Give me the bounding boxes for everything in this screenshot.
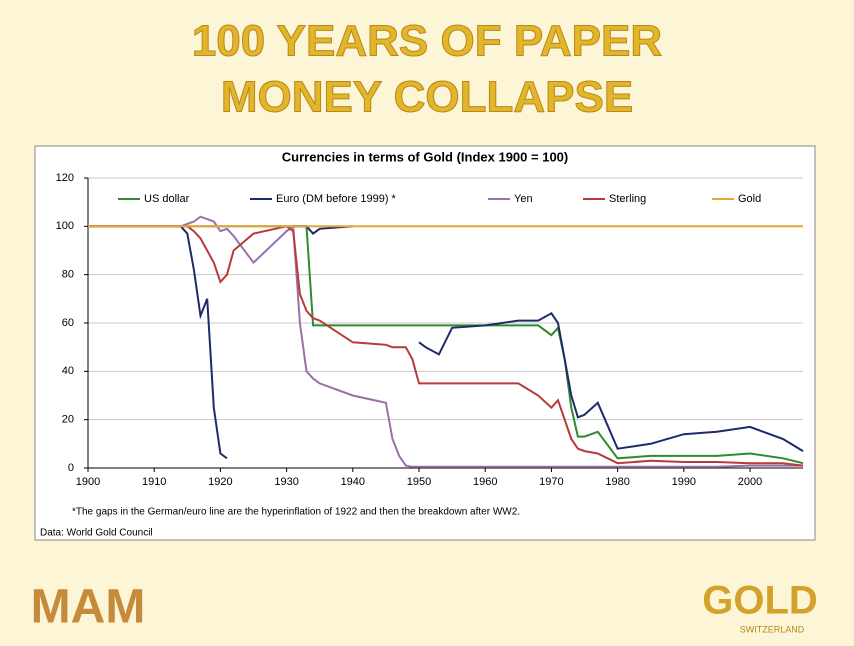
legend-label: Sterling: [609, 193, 646, 205]
y-tick-label: 120: [56, 172, 74, 184]
logo-right-sub: SWITZERLAND: [740, 624, 805, 634]
x-tick-label: 1940: [341, 476, 365, 488]
y-tick-label: 0: [68, 462, 74, 474]
logo-left: MAM: [31, 581, 146, 634]
slide-title: 100 YEARS OF PAPER: [192, 17, 662, 66]
legend-label: Euro (DM before 1999) *: [276, 193, 397, 205]
series-line: [88, 225, 804, 467]
slide-title: MONEY COLLAPSE: [221, 73, 633, 122]
y-tick-label: 40: [62, 365, 74, 377]
legend-label: Gold: [738, 193, 761, 205]
x-tick-label: 1980: [605, 476, 629, 488]
logo-right: GOLD: [702, 579, 818, 623]
y-tick-label: 100: [56, 220, 74, 232]
x-tick-label: 2000: [738, 476, 762, 488]
legend-label: US dollar: [144, 193, 190, 205]
x-tick-label: 1970: [539, 476, 563, 488]
x-tick-label: 1930: [274, 476, 298, 488]
x-tick-label: 1910: [142, 476, 166, 488]
x-tick-label: 1920: [208, 476, 232, 488]
x-tick-label: 1900: [76, 476, 100, 488]
x-tick-label: 1950: [407, 476, 431, 488]
y-tick-label: 60: [62, 317, 74, 329]
footnote: *The gaps in the German/euro line are th…: [72, 507, 520, 518]
y-tick-label: 80: [62, 269, 74, 281]
y-tick-label: 20: [62, 414, 74, 426]
x-tick-label: 1960: [473, 476, 497, 488]
chart-title: Currencies in terms of Gold (Index 1900 …: [282, 149, 568, 164]
source: Data: World Gold Council: [40, 528, 153, 539]
legend-label: Yen: [514, 193, 533, 205]
x-tick-label: 1990: [672, 476, 696, 488]
series-line: [88, 215, 803, 468]
chart-frame: [34, 145, 816, 541]
